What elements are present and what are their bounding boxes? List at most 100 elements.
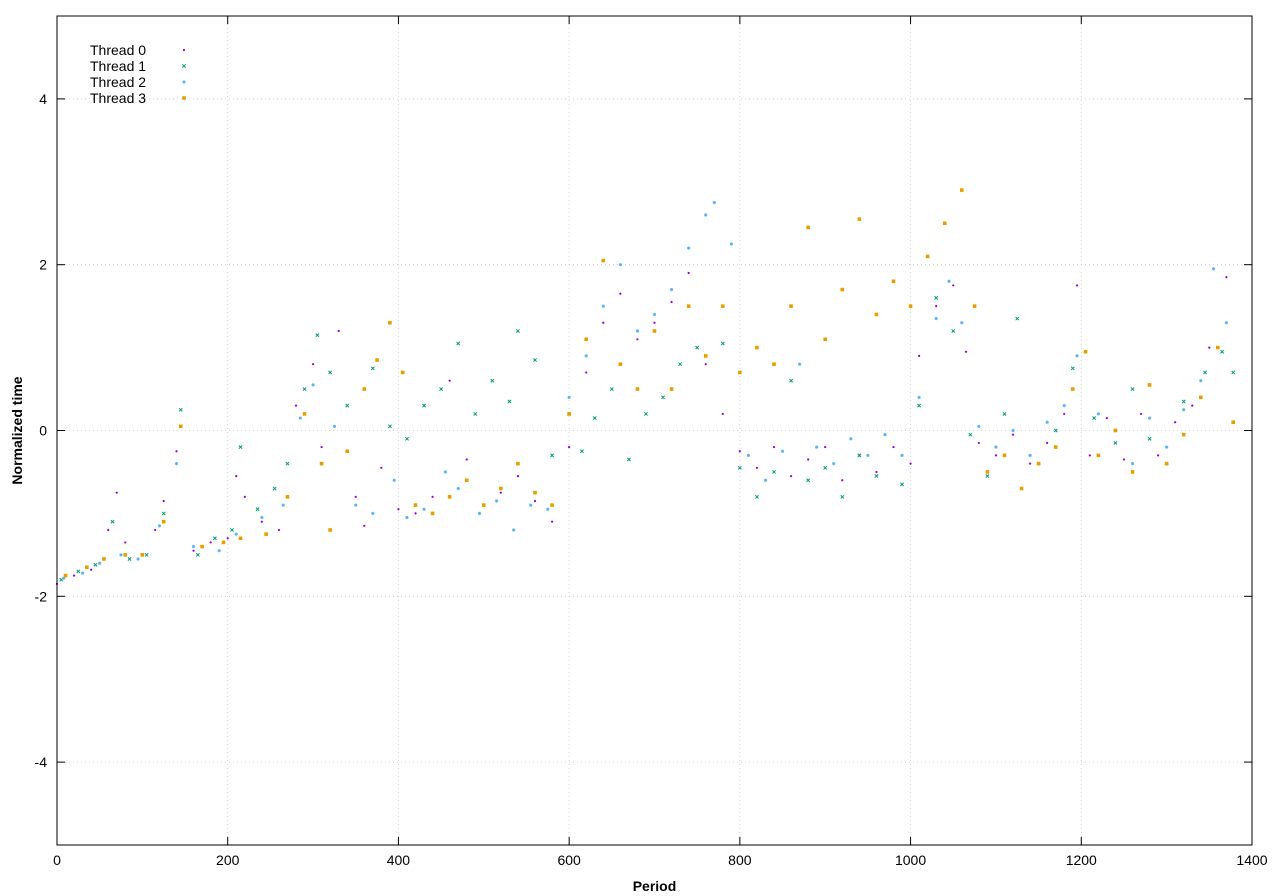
data-point — [755, 345, 759, 350]
data-point — [375, 358, 379, 362]
data-point — [857, 217, 862, 221]
data-point — [1045, 420, 1049, 424]
data-point — [226, 537, 229, 540]
data-point — [780, 449, 785, 453]
data-point — [772, 362, 776, 366]
data-point — [968, 432, 973, 437]
data-point — [763, 478, 768, 482]
y-tick-label: -2 — [35, 588, 48, 604]
data-point — [806, 478, 811, 483]
data-point — [1070, 366, 1075, 371]
data-point — [1199, 379, 1203, 383]
data-point — [178, 424, 183, 429]
data-point — [875, 470, 878, 474]
data-point — [397, 508, 400, 511]
data-point — [994, 445, 998, 449]
legend-item-thread-3: Thread 3 — [90, 90, 186, 106]
data-point — [110, 519, 115, 524]
data-point — [430, 511, 435, 516]
data-point — [712, 200, 716, 205]
legend-label: Thread 0 — [90, 42, 146, 58]
data-point — [1147, 436, 1152, 441]
data-point — [363, 524, 366, 527]
data-point — [1181, 399, 1186, 404]
data-point — [76, 569, 81, 574]
data-point — [652, 312, 657, 317]
axis-ticks: 0 200 400 600 800 1000 1200 1400 -4 -2 0 2 4 — [35, 16, 1268, 868]
data-point — [807, 458, 810, 461]
data-point — [136, 557, 140, 561]
data-point — [93, 562, 98, 567]
data-point — [972, 304, 977, 308]
data-point — [1208, 346, 1211, 349]
data-point — [703, 354, 708, 358]
data-point — [328, 370, 333, 375]
data-point — [98, 561, 102, 565]
data-point — [499, 486, 503, 491]
data-point — [414, 512, 417, 515]
data-point — [260, 515, 264, 520]
data-point — [1019, 486, 1024, 491]
data-point — [1130, 462, 1135, 466]
data-point — [1015, 316, 1020, 321]
data-point — [1130, 470, 1135, 474]
data-point — [1062, 404, 1066, 408]
data-point — [1203, 370, 1208, 375]
data-point — [1191, 404, 1194, 407]
data-point — [550, 503, 554, 507]
data-point — [1063, 412, 1066, 416]
data-point — [1053, 445, 1058, 449]
data-point — [1198, 395, 1203, 400]
data-point — [652, 329, 657, 333]
data-point — [661, 395, 665, 400]
data-point — [277, 528, 281, 532]
legend-item-thread-1: Thread 1 — [90, 58, 186, 74]
data-point — [823, 465, 828, 470]
data-point — [798, 362, 802, 366]
data-point — [285, 461, 290, 466]
data-point — [1216, 345, 1220, 350]
data-point — [499, 491, 502, 494]
data-point — [909, 462, 912, 465]
data-point — [533, 490, 537, 495]
data-point — [1225, 276, 1228, 279]
data-point — [985, 474, 990, 479]
data-point — [840, 494, 845, 499]
data-point — [636, 338, 639, 341]
data-point — [209, 541, 212, 544]
data-point — [952, 284, 955, 287]
data-point — [85, 565, 89, 570]
data-point — [512, 528, 516, 532]
y-tick-label: 0 — [39, 423, 47, 439]
data-point — [464, 478, 469, 483]
data-point — [195, 552, 200, 557]
data-point — [601, 258, 606, 263]
data-point — [892, 445, 895, 449]
data-point — [473, 411, 478, 416]
data-point — [388, 320, 392, 325]
data-point — [891, 279, 896, 284]
data-point — [370, 366, 375, 371]
legend-label: Thread 2 — [90, 74, 146, 90]
data-point — [609, 387, 614, 392]
data-point — [849, 437, 853, 441]
data-point — [704, 363, 707, 366]
data-point — [579, 449, 584, 454]
data-point — [729, 242, 733, 246]
data-point — [546, 507, 550, 511]
data-point — [192, 549, 195, 552]
data-points — [55, 188, 1236, 585]
data-point — [918, 354, 921, 357]
data-point — [161, 511, 166, 516]
legend-label: Thread 3 — [90, 90, 146, 106]
data-point — [568, 445, 571, 449]
data-point — [302, 412, 307, 416]
data-point — [72, 574, 76, 577]
data-point — [985, 470, 990, 474]
data-point — [354, 495, 357, 498]
data-point — [1046, 441, 1049, 445]
data-point — [721, 412, 724, 416]
data-point — [934, 295, 939, 300]
data-point — [755, 466, 759, 469]
